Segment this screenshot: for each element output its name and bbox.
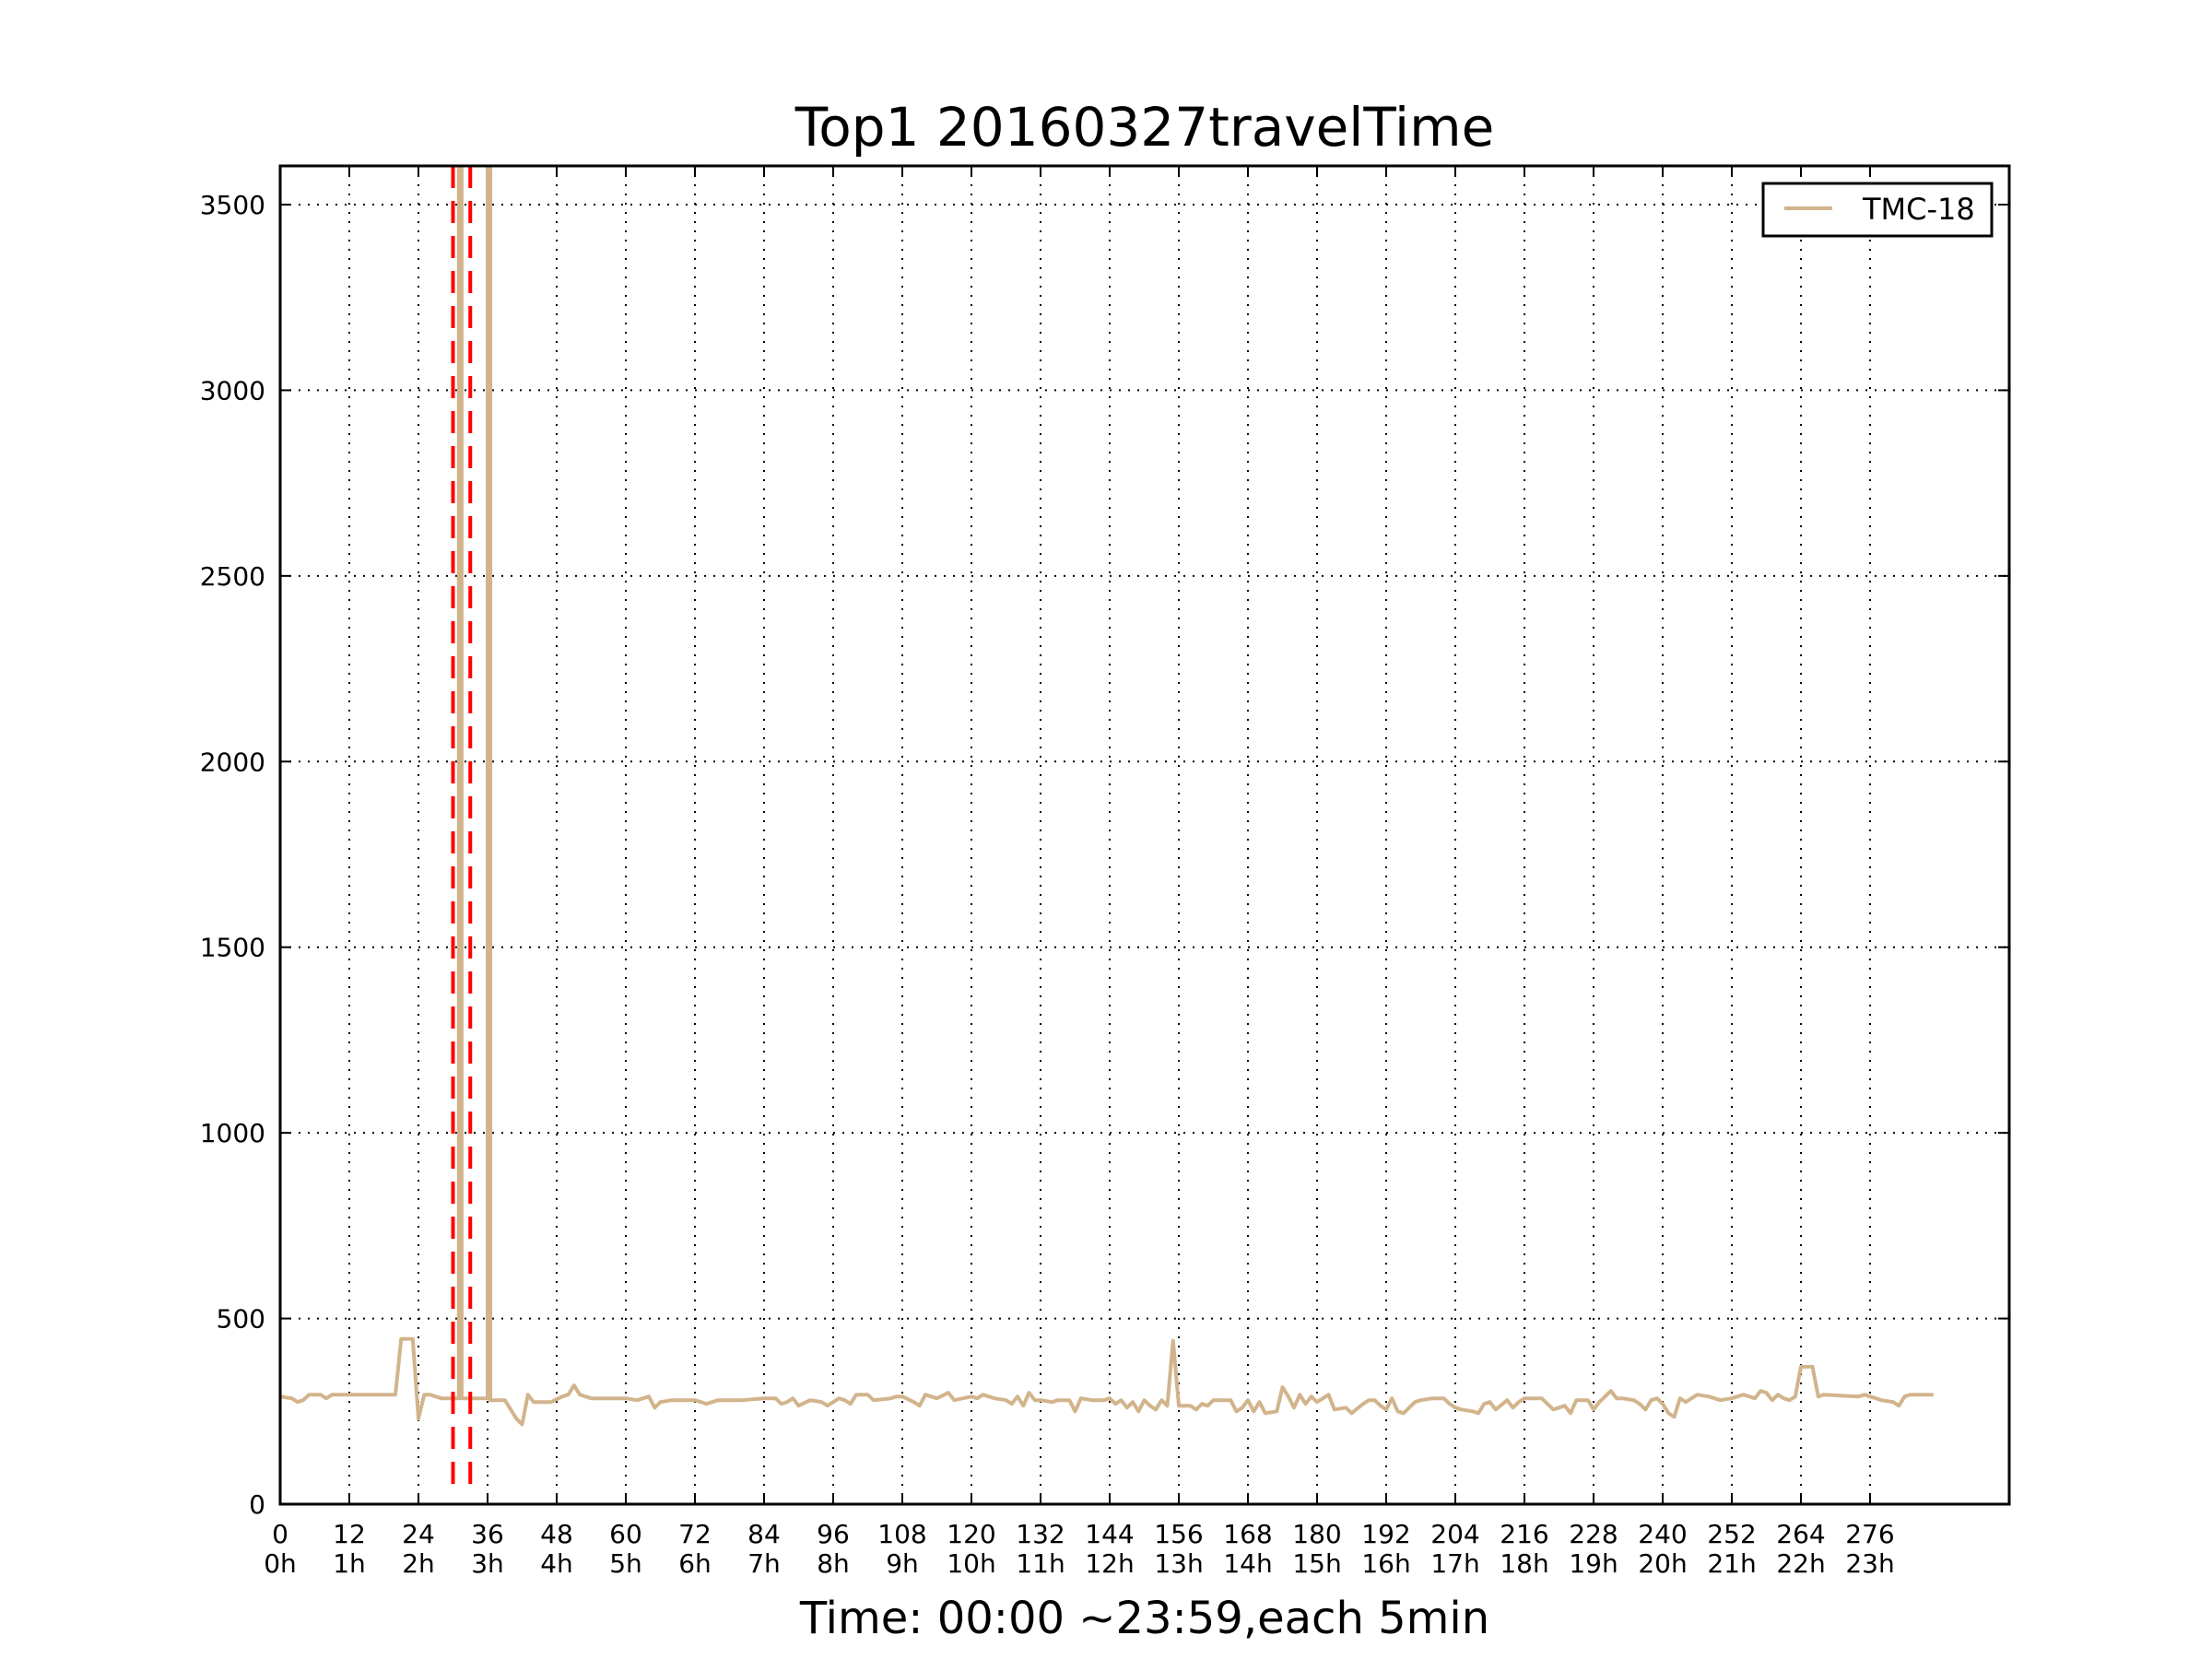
x-tick-label: 192 — [1361, 1519, 1410, 1549]
y-tick-label: 3000 — [200, 375, 265, 406]
x-tick-label: 216 — [1500, 1519, 1548, 1549]
x-tick-label: 228 — [1569, 1519, 1618, 1549]
x-tick-label: 132 — [1016, 1519, 1065, 1549]
x-tick-label: 276 — [1845, 1519, 1894, 1549]
x-tick-label: 0 — [272, 1519, 288, 1549]
x-tick-label: 36 — [471, 1519, 504, 1549]
x-tick-sublabel: 4h — [540, 1548, 573, 1579]
y-tick-label: 2000 — [200, 747, 265, 777]
x-tick-sublabel: 23h — [1845, 1548, 1894, 1579]
x-tick-sublabel: 3h — [471, 1548, 504, 1579]
y-tick-label: 0 — [249, 1489, 265, 1520]
x-tick-sublabel: 8h — [817, 1548, 850, 1579]
x-tick-label: 168 — [1223, 1519, 1272, 1549]
vertical-markers — [451, 166, 473, 1486]
plot-frame — [278, 164, 2011, 1506]
x-tick-label: 60 — [609, 1519, 642, 1549]
x-tick-sublabel: 6h — [678, 1548, 712, 1579]
x-tick-sublabel: 16h — [1361, 1548, 1410, 1579]
x-tick-sublabel: 10h — [947, 1548, 995, 1579]
y-tick-label: 1000 — [200, 1118, 265, 1148]
series-line-tmc-18 — [280, 166, 1934, 1427]
x-tick-label: 12 — [333, 1519, 366, 1549]
x-tick-label: 24 — [402, 1519, 435, 1549]
x-tick-label: 252 — [1707, 1519, 1756, 1549]
y-axis-ticks: 0 500 1000 1500 2000 2500 3000 3500 — [200, 190, 2009, 1520]
x-tick-label: 120 — [947, 1519, 995, 1549]
x-tick-sublabel: 17h — [1430, 1548, 1479, 1579]
y-tick-label: 500 — [217, 1304, 265, 1335]
x-tick-label: 240 — [1638, 1519, 1687, 1549]
x-tick-sublabel: 19h — [1569, 1548, 1618, 1579]
x-tick-sublabel: 7h — [747, 1548, 781, 1579]
y-tick-label: 1500 — [200, 933, 265, 963]
grid — [280, 166, 2009, 1504]
x-tick-sublabel: 9h — [886, 1548, 919, 1579]
x-tick-sublabel: 11h — [1016, 1548, 1065, 1579]
y-tick-label: 2500 — [200, 561, 265, 592]
x-tick-sublabel: 14h — [1223, 1548, 1272, 1579]
x-tick-label: 72 — [678, 1519, 712, 1549]
x-axis-label: Time: 00:00 ~23:59,each 5min — [799, 1593, 1489, 1644]
x-tick-label: 264 — [1776, 1519, 1825, 1549]
legend: TMC-18 — [1761, 182, 1994, 238]
x-tick-label: 156 — [1154, 1519, 1203, 1549]
x-tick-sublabel: 15h — [1292, 1548, 1341, 1579]
x-tick-sublabel: 1h — [333, 1548, 366, 1579]
x-tick-sublabel: 0h — [264, 1548, 297, 1579]
x-tick-sublabel: 12h — [1085, 1548, 1134, 1579]
x-tick-label: 204 — [1430, 1519, 1479, 1549]
y-tick-label: 3500 — [200, 190, 265, 220]
x-tick-sublabel: 20h — [1638, 1548, 1687, 1579]
legend-label: TMC-18 — [1862, 192, 1975, 227]
x-tick-sublabel: 5h — [609, 1548, 642, 1579]
x-tick-sublabel: 22h — [1776, 1548, 1825, 1579]
series-layer — [280, 166, 1934, 1427]
x-tick-label: 108 — [877, 1519, 926, 1549]
x-tick-sublabel: 13h — [1154, 1548, 1203, 1579]
x-tick-label: 48 — [540, 1519, 573, 1549]
x-tick-sublabel: 2h — [402, 1548, 435, 1579]
x-tick-label: 144 — [1085, 1519, 1134, 1549]
x-tick-label: 96 — [817, 1519, 850, 1549]
x-tick-label: 180 — [1292, 1519, 1341, 1549]
x-tick-sublabel: 18h — [1500, 1548, 1548, 1579]
x-tick-sublabel: 21h — [1707, 1548, 1756, 1579]
chart-title: Top1 20160327travelTime — [794, 96, 1495, 159]
x-tick-label: 84 — [747, 1519, 781, 1549]
